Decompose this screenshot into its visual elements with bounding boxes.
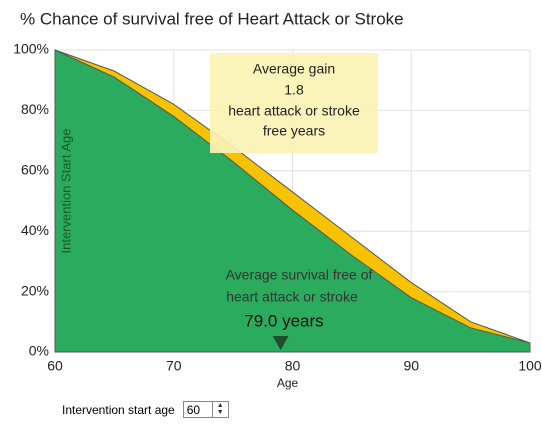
x-tick-label: 90 <box>403 358 419 374</box>
start-age-label: Intervention Start Age <box>58 128 73 253</box>
control-label: Intervention start age <box>62 402 175 417</box>
survival-value: 79.0 years <box>244 311 323 330</box>
y-tick-label: 100% <box>13 41 49 57</box>
x-tick-label: 60 <box>47 358 63 374</box>
survival-marker <box>272 336 289 350</box>
x-tick-label: 70 <box>166 358 182 374</box>
x-tick-label: 100 <box>518 358 542 374</box>
x-axis-label: Age <box>277 376 299 390</box>
survival-line: Average survival free of <box>226 267 373 283</box>
gain-box <box>210 53 378 153</box>
x-tick-label: 80 <box>285 358 301 374</box>
survival-line: heart attack or stroke <box>226 289 358 305</box>
gain-line: Average gain <box>253 61 335 77</box>
age-input[interactable]: 60 <box>182 401 213 418</box>
y-tick-label: 20% <box>21 282 49 298</box>
y-tick-label: 0% <box>29 343 49 359</box>
gain-line: heart attack or stroke <box>228 103 360 119</box>
gain-line: free years <box>263 123 325 139</box>
y-tick-label: 80% <box>21 101 49 117</box>
gain-value: 1.8 <box>284 82 304 98</box>
y-tick-label: 40% <box>21 222 49 238</box>
y-tick-label: 60% <box>21 162 49 178</box>
spinner[interactable]: ▲ ▼ <box>212 401 229 418</box>
chart-title: % Chance of survival free of Heart Attac… <box>20 9 404 28</box>
start-age-control: Intervention start age 60 ▲ ▼ <box>62 401 229 418</box>
